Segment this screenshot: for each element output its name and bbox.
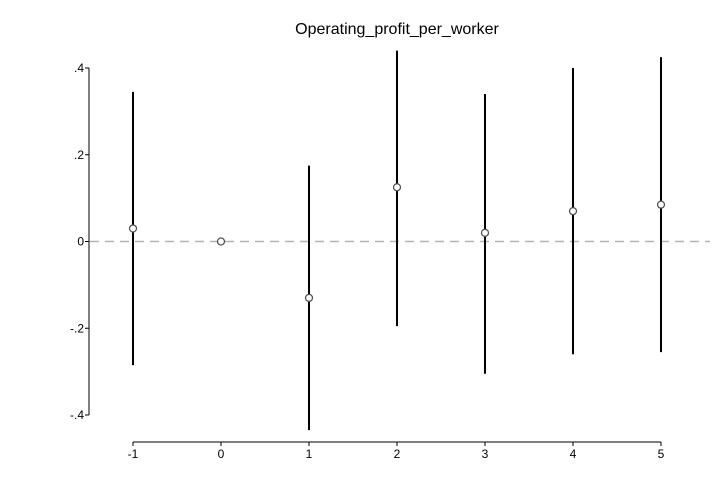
x-axis: -1 0 1 2 3 4 5 [128, 441, 665, 461]
chart-title: Operating_profit_per_worker [295, 21, 499, 38]
x-tick-label: 2 [394, 447, 401, 461]
confidence-intervals [132, 50, 662, 431]
x-tick-label: 3 [482, 447, 489, 461]
x-tick-label: 1 [306, 447, 313, 461]
x-tick-label: 4 [570, 447, 577, 461]
y-axis: .4 .2 0 -.2 -.4 [70, 61, 90, 422]
point-estimate [656, 200, 666, 209]
x-tick-label: 0 [218, 447, 225, 461]
y-tick-label: 0 [77, 235, 84, 249]
y-tick-label: -.4 [70, 408, 84, 422]
point-estimates [128, 183, 666, 303]
point-estimate [128, 224, 138, 233]
y-tick-label: .4 [74, 61, 84, 75]
point-estimate [480, 228, 490, 237]
point-estimate [392, 183, 402, 192]
x-tick-label: 5 [658, 447, 665, 461]
y-tick-label: .2 [74, 148, 84, 162]
point-estimate [568, 206, 578, 216]
x-tick-label: -1 [128, 447, 139, 461]
point-estimate [216, 237, 226, 246]
y-tick-label: -.2 [70, 321, 84, 335]
point-estimate [304, 293, 314, 303]
